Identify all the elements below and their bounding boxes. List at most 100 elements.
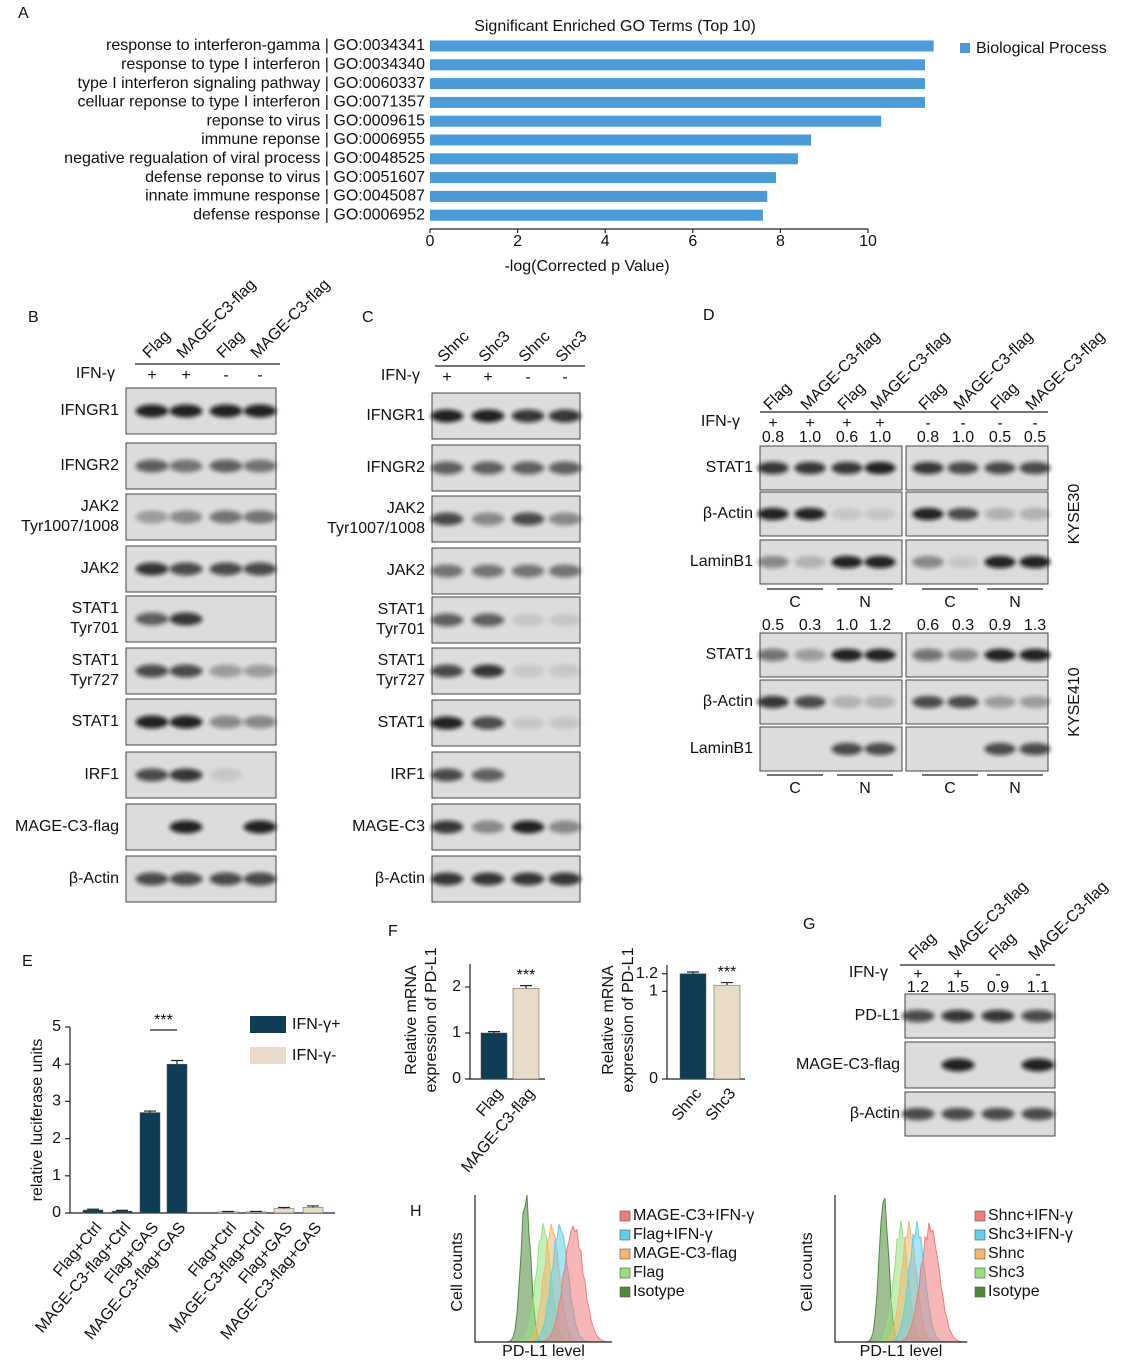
blot-band bbox=[864, 461, 896, 475]
blot-band bbox=[511, 820, 545, 834]
row-label: STAT1 bbox=[378, 601, 426, 618]
blot-band bbox=[984, 648, 1016, 662]
blot-band bbox=[757, 461, 789, 475]
category-label: response to type I interferon | GO:00343… bbox=[121, 56, 425, 73]
blot-band bbox=[1019, 507, 1051, 521]
blot-band bbox=[864, 507, 896, 521]
quantification: 1.2 bbox=[907, 979, 929, 996]
blot-band bbox=[901, 1009, 935, 1023]
category-label: defense reponse to virus | GO:0051607 bbox=[145, 169, 425, 186]
legend-swatch bbox=[619, 1210, 631, 1222]
legend-label: IFN-γ+ bbox=[292, 1016, 340, 1033]
blot-band bbox=[511, 409, 545, 423]
blot-band bbox=[430, 872, 464, 886]
treatment-sign: - bbox=[997, 415, 1002, 432]
error-bar bbox=[721, 981, 733, 986]
blot-band bbox=[548, 820, 582, 834]
blot-band bbox=[169, 715, 203, 729]
bar bbox=[430, 209, 763, 221]
panel-label: E bbox=[22, 953, 33, 970]
category-label: defense response | GO:0006952 bbox=[193, 206, 425, 223]
blot-band bbox=[169, 510, 203, 524]
fraction-label: C bbox=[944, 594, 956, 611]
treatment-sign: + bbox=[842, 415, 851, 432]
error-bar bbox=[116, 1209, 128, 1212]
blot-band bbox=[984, 555, 1016, 569]
row-label: STAT1 bbox=[378, 652, 426, 669]
x-tick-label: 10 bbox=[859, 233, 877, 250]
axes bbox=[474, 1195, 612, 1343]
bar bbox=[430, 78, 925, 90]
bar bbox=[430, 190, 768, 202]
fraction-label: N bbox=[1009, 780, 1021, 797]
treatment-sign: + bbox=[875, 415, 884, 432]
row-label: IFNGR1 bbox=[60, 402, 119, 419]
lane-label: MAGE-C3-flag bbox=[248, 276, 334, 362]
bar bbox=[139, 1112, 161, 1214]
legend-swatch bbox=[250, 1047, 286, 1064]
annotation: *** bbox=[517, 967, 536, 984]
blot-band bbox=[135, 872, 169, 886]
bar bbox=[82, 1209, 104, 1214]
blot-band bbox=[243, 510, 277, 524]
blot-band bbox=[511, 872, 545, 886]
blot-band bbox=[135, 459, 169, 473]
fraction-label: N bbox=[859, 594, 871, 611]
legend-label: Flag+IFN-γ bbox=[633, 1226, 713, 1243]
bar bbox=[512, 988, 540, 1080]
blot-band bbox=[209, 715, 243, 729]
legend-label: Biological Process bbox=[976, 40, 1107, 57]
blot-band bbox=[135, 562, 169, 576]
blot-band bbox=[864, 555, 896, 569]
blot-band bbox=[511, 461, 545, 475]
legend-label: MAGE-C3-flag bbox=[633, 1245, 737, 1262]
quantification: 1.0 bbox=[836, 617, 858, 634]
annotation: *** bbox=[718, 964, 737, 981]
legend-label: MAGE-C3+IFN-γ bbox=[633, 1207, 754, 1224]
y-tick-label: 2 bbox=[52, 1130, 61, 1147]
error-bar bbox=[87, 1208, 99, 1211]
row-label: Tyr701 bbox=[376, 621, 425, 638]
y-axis-label: expression of PD-L1 bbox=[423, 947, 440, 1092]
blot-band bbox=[831, 742, 863, 756]
row-label: STAT1 bbox=[72, 600, 120, 617]
blot-band bbox=[471, 512, 505, 526]
blot-band bbox=[511, 564, 545, 578]
row-label: PD-L1 bbox=[855, 1007, 900, 1024]
panel-label: A bbox=[18, 5, 29, 22]
blot-band bbox=[794, 461, 826, 475]
blot-band bbox=[757, 507, 789, 521]
blot-band bbox=[430, 564, 464, 578]
bar bbox=[111, 1210, 133, 1214]
y-tick-label: 3 bbox=[52, 1093, 61, 1110]
row-label: IRF1 bbox=[390, 766, 425, 783]
row-label: LaminB1 bbox=[690, 553, 753, 570]
treatment-sign: + bbox=[805, 415, 814, 432]
row-label: β-Actin bbox=[703, 693, 753, 710]
category-label: celluar reponse to type I interferon | G… bbox=[78, 94, 426, 111]
blot-band bbox=[912, 648, 944, 662]
blot-band bbox=[1019, 695, 1051, 709]
blot-band bbox=[912, 555, 944, 569]
row-label: β-Actin bbox=[69, 870, 119, 887]
row-label: Tyr1007/1008 bbox=[21, 518, 119, 535]
legend-label: Isotype bbox=[988, 1283, 1040, 1300]
blot-band bbox=[430, 613, 464, 627]
blot-band bbox=[135, 768, 169, 782]
blot-band bbox=[984, 461, 1016, 475]
row-label: STAT1 bbox=[72, 652, 120, 669]
blot-band bbox=[243, 872, 277, 886]
category-label: response to interferon-gamma | GO:003434… bbox=[106, 37, 425, 54]
x-axis-label: PD-L1 level bbox=[502, 1343, 585, 1360]
blot-band bbox=[430, 716, 464, 730]
blot-band bbox=[912, 461, 944, 475]
row-label: IFNGR1 bbox=[366, 407, 425, 424]
blot-band bbox=[548, 872, 582, 886]
legend-swatch bbox=[974, 1210, 986, 1222]
legend-label: Shnc+IFN-γ bbox=[988, 1207, 1073, 1224]
quantification: 0.6 bbox=[917, 617, 939, 634]
blot-band bbox=[511, 716, 545, 730]
panel-label: D bbox=[703, 307, 715, 324]
blot-band bbox=[947, 695, 979, 709]
bar bbox=[166, 1063, 188, 1214]
